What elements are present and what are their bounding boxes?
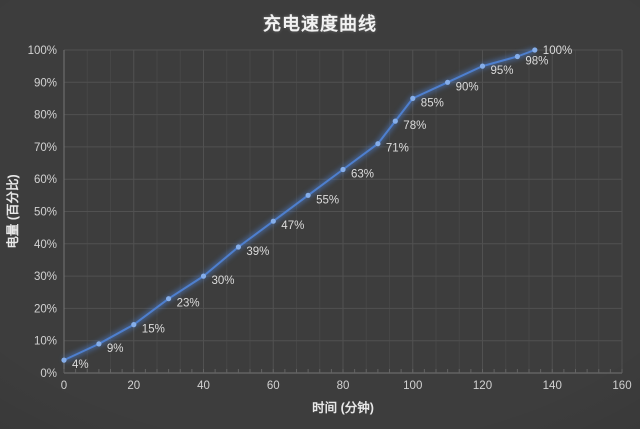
data-point-marker [61,357,67,363]
y-tick-label: 50% [34,207,57,219]
data-label: 78% [403,120,426,132]
data-label: 71% [386,143,409,155]
data-point-marker [445,79,451,85]
data-point-marker [166,296,172,302]
y-tick-label: 60% [34,174,57,186]
data-label: 4% [72,359,89,371]
x-tick-label: 120 [473,380,492,392]
grid-major [63,49,623,373]
data-point-marker [131,322,137,328]
data-label: 55% [316,194,339,206]
x-tick-label: 20 [127,380,140,392]
data-point-marker [392,118,398,124]
data-label: 98% [525,56,548,68]
data-labels: 4% 9% 15% 23% 30% 39% 47% 55% 63% 71% 78% 85% 90% 95%… [72,45,572,371]
y-tick-label: 80% [34,110,57,122]
data-point-marker [200,273,207,279]
data-point-marker [235,244,241,250]
y-tick-label: 30% [34,271,57,283]
data-label: 9% [107,343,124,355]
y-tick-label: 90% [34,77,57,89]
x-tick-label: 80 [337,380,350,392]
data-label: 23% [177,298,200,310]
y-tick-label: 10% [34,336,57,348]
x-axis-minor-ticks [63,369,623,373]
y-axis-title: 电量 (百分比) [5,174,20,248]
data-point-marker [375,141,381,147]
data-label: 100% [543,45,572,57]
x-tick-labels: 0 20 40 60 80 100 120 140 160 [61,380,632,392]
y-tick-label: 40% [34,239,57,251]
data-point-marker [305,192,311,198]
data-label: 30% [212,275,235,287]
y-tick-labels: 0% 10% 20% 30% 40% 50% 60% 70% 80% 90% 100% [28,45,57,380]
x-tick-label: 0 [61,380,67,392]
data-label: 95% [491,65,514,77]
data-label: 85% [421,97,444,109]
data-label: 39% [246,246,269,258]
data-point-marker [340,166,346,173]
data-point-marker [270,218,276,224]
series-line [63,49,536,362]
x-tick-label: 140 [543,380,562,392]
data-label: 90% [456,81,479,93]
data-point-marker [96,341,102,347]
x-tick-label: 40 [197,380,210,392]
y-tick-label: 70% [34,142,57,154]
x-tick-label: 160 [612,380,631,392]
series-markers [61,47,538,363]
y-tick-label: 100% [28,45,57,57]
chart-title: 充电速度曲线 [263,14,377,34]
data-label: 15% [142,324,165,336]
x-axis-title: 时间 (分钟) [312,400,374,415]
x-tick-label: 60 [267,380,280,392]
data-point-marker [479,63,486,69]
data-label: 63% [351,169,374,181]
series-line-glow [63,48,536,362]
data-point-marker [410,95,416,101]
y-tick-label: 20% [34,303,57,315]
data-label: 47% [281,220,304,232]
x-tick-label: 100 [403,380,422,392]
data-point-marker [532,47,538,53]
data-point-marker [514,53,521,60]
y-tick-label: 0% [40,368,57,380]
